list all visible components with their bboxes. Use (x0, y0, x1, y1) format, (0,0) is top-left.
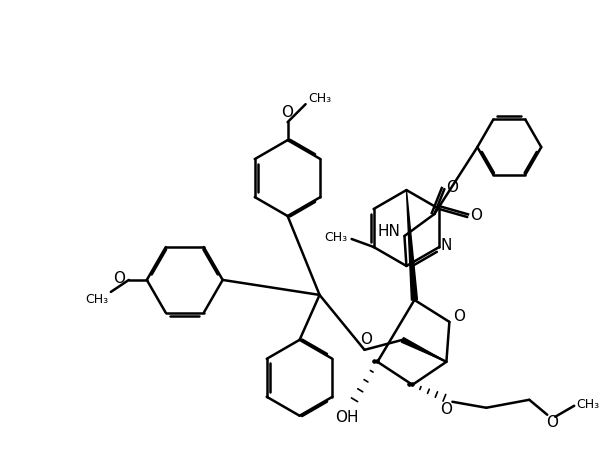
Text: O: O (361, 332, 373, 347)
Text: CH₃: CH₃ (324, 232, 347, 244)
Text: CH₃: CH₃ (576, 398, 600, 411)
Text: O: O (453, 309, 465, 325)
Text: CH₃: CH₃ (85, 294, 108, 307)
Text: O: O (546, 415, 558, 430)
Text: OH: OH (335, 410, 358, 425)
Text: O: O (113, 271, 125, 287)
Text: O: O (447, 180, 459, 194)
Text: O: O (282, 105, 294, 119)
Polygon shape (406, 190, 418, 300)
Text: HN: HN (377, 224, 400, 238)
Text: CH₃: CH₃ (308, 92, 331, 105)
Polygon shape (401, 338, 447, 362)
Text: O: O (470, 207, 482, 223)
Text: O: O (441, 402, 453, 417)
Text: N: N (441, 238, 452, 253)
